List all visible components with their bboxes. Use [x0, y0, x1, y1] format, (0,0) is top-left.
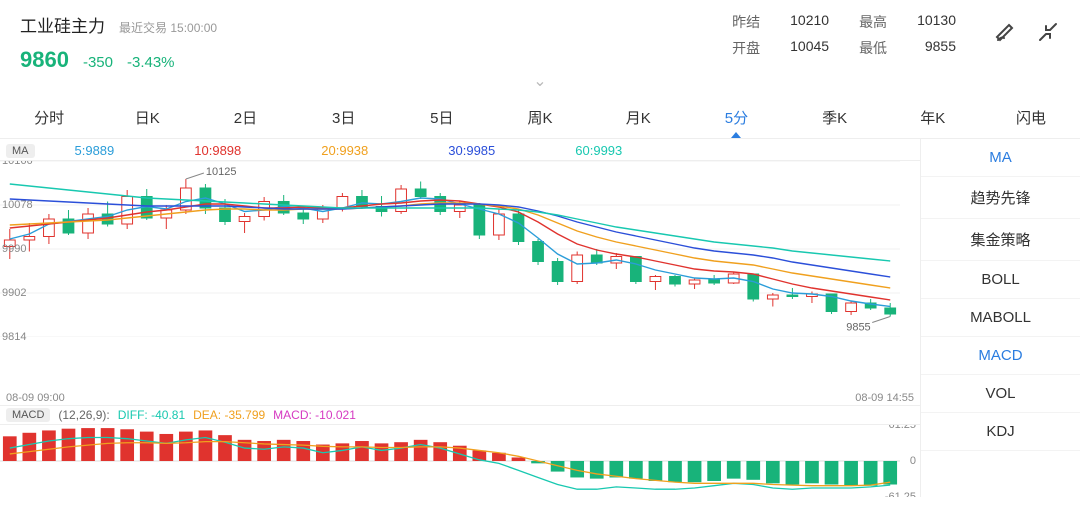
- price-change-pct: -3.43%: [127, 54, 175, 71]
- price-chart[interactable]: 101259855 1016610078999099029814: [0, 161, 920, 391]
- ma-legend-item: 20:9938: [321, 143, 368, 158]
- instrument-title: 工业硅主力: [20, 12, 105, 37]
- timeframe-tab-1[interactable]: 日K: [98, 99, 196, 138]
- ma-badge: MA: [6, 144, 35, 158]
- time-axis: 08-09 09:0008-09 14:55: [0, 391, 920, 405]
- last-trade-label: 最近交易 15:00:00: [119, 19, 217, 36]
- expand-chevron-icon[interactable]: ⌄: [0, 71, 1080, 91]
- indicator-item[interactable]: KDJ: [921, 413, 1080, 451]
- shrink-icon[interactable]: [1036, 20, 1060, 44]
- indicator-item[interactable]: MABOLL: [921, 299, 1080, 337]
- svg-text:10125: 10125: [206, 166, 237, 178]
- indicator-item[interactable]: 趋势先锋: [921, 177, 1080, 219]
- header-bar: 工业硅主力 最近交易 15:00:00 9860 -350 -3.43% 昨结1…: [0, 0, 1080, 77]
- timeframe-tabs: 分时日K2日3日5日周K月K5分季K年K闪电: [0, 93, 1080, 139]
- last-price: 9860: [20, 47, 69, 73]
- timeframe-tab-6[interactable]: 月K: [589, 99, 687, 138]
- timeframe-tab-7[interactable]: 5分: [687, 99, 785, 138]
- indicator-item[interactable]: 集金策略: [921, 219, 1080, 261]
- ma-legend-item: 30:9985: [448, 143, 495, 158]
- ohlc-stats: 昨结10210 最高10130 开盘10045 最低9855: [732, 12, 976, 58]
- macd-chart[interactable]: 61.250-61.25: [0, 425, 920, 497]
- ma-legend-row: MA 5:9889 10:9898 20:9938 30:9985 60:9993: [0, 139, 920, 161]
- timeframe-tab-9[interactable]: 年K: [884, 99, 982, 138]
- timeframe-tab-8[interactable]: 季K: [786, 99, 884, 138]
- indicator-item[interactable]: BOLL: [921, 261, 1080, 299]
- timeframe-tab-4[interactable]: 5日: [393, 99, 491, 138]
- macd-legend-row: MACD (12,26,9): DIFF: -40.81 DEA: -35.79…: [0, 405, 920, 425]
- ma-legend-item: 60:9993: [575, 143, 622, 158]
- timeframe-tab-3[interactable]: 3日: [295, 99, 393, 138]
- timeframe-tab-0[interactable]: 分时: [0, 99, 98, 138]
- edit-icon[interactable]: [994, 20, 1018, 44]
- ma-legend-item: 5:9889: [75, 143, 115, 158]
- indicator-item[interactable]: MACD: [921, 337, 1080, 375]
- timeframe-tab-5[interactable]: 周K: [491, 99, 589, 138]
- ma-legend-item: 10:9898: [194, 143, 241, 158]
- indicator-item[interactable]: VOL: [921, 375, 1080, 413]
- price-change: -350: [83, 54, 113, 71]
- svg-text:9855: 9855: [846, 322, 870, 334]
- timeframe-tab-10[interactable]: 闪电: [982, 99, 1080, 138]
- indicator-sidebar: MA趋势先锋集金策略BOLLMABOLLMACDVOLKDJ: [920, 139, 1080, 497]
- timeframe-tab-2[interactable]: 2日: [196, 99, 294, 138]
- indicator-item[interactable]: MA: [921, 139, 1080, 177]
